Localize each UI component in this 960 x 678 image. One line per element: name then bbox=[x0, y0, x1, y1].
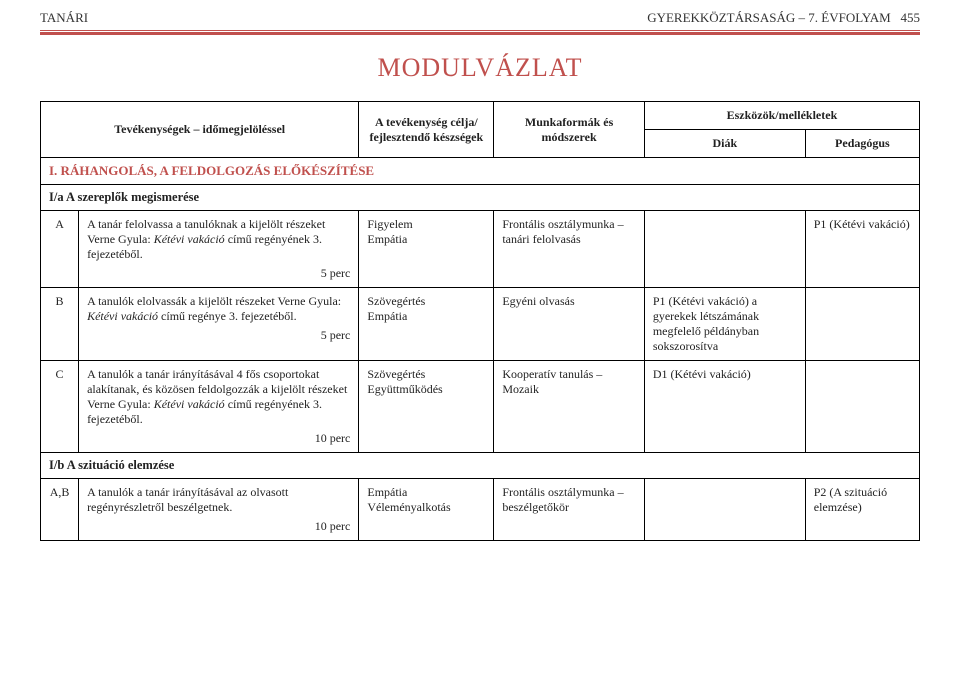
row-teacher bbox=[805, 288, 919, 361]
col-tools-header: Eszközök/mellékletek bbox=[644, 102, 919, 130]
row-teacher bbox=[805, 361, 919, 453]
subsection-row-1b: I/b A szituáció elemzése bbox=[41, 453, 920, 479]
row-time: 10 perc bbox=[87, 519, 350, 534]
row-methods: Kooperatív tanulás – Mozaik bbox=[494, 361, 645, 453]
row-student: D1 (Kétévi vakáció) bbox=[644, 361, 805, 453]
module-table: Tevékenységek – időmegjelöléssel A tevék… bbox=[40, 101, 920, 541]
row-letter: B bbox=[41, 288, 79, 361]
module-table-wrap: Tevékenységek – időmegjelöléssel A tevék… bbox=[0, 101, 960, 541]
col-skills-header: A tevékenység célja/ fejlesztendő készsé… bbox=[359, 102, 494, 158]
table-row-ab: A,B A tanulók a tanár irányításával az o… bbox=[41, 479, 920, 541]
row-letter: A bbox=[41, 211, 79, 288]
col-student-header: Diák bbox=[644, 130, 805, 158]
sub-1b-title: I/b A szituáció elemzése bbox=[41, 453, 920, 479]
table-row-c: C A tanulók a tanár irányításával 4 fős … bbox=[41, 361, 920, 453]
col-teacher-header: Pedagógus bbox=[805, 130, 919, 158]
section-row-1: I. RÁHANGOLÁS, A FELDOLGOZÁS ELŐKÉSZÍTÉS… bbox=[41, 158, 920, 185]
subsection-row-1a: I/a A szereplők megismerése bbox=[41, 185, 920, 211]
header-rule bbox=[40, 30, 920, 35]
row-activity: A tanulók a tanár irányításával 4 fős cs… bbox=[79, 361, 359, 453]
module-title: MODULVÁZLAT bbox=[0, 53, 960, 83]
header-left: TANÁRI bbox=[40, 10, 88, 26]
col-methods-header: Munkaformák és módszerek bbox=[494, 102, 645, 158]
row-skills: Empátia Véleményalkotás bbox=[359, 479, 494, 541]
row-skills: Szövegértés Együttműködés bbox=[359, 361, 494, 453]
row-student bbox=[644, 479, 805, 541]
row-skills: Szövegértés Empátia bbox=[359, 288, 494, 361]
row-skills: Figyelem Empátia bbox=[359, 211, 494, 288]
row-student bbox=[644, 211, 805, 288]
table-row-b: B A tanulók elolvassák a kijelölt részek… bbox=[41, 288, 920, 361]
row-activity: A tanulók elolvassák a kijelölt részeket… bbox=[79, 288, 359, 361]
row-teacher: P2 (A szituáció elemzése) bbox=[805, 479, 919, 541]
col-activity-header: Tevékenységek – időmegjelöléssel bbox=[41, 102, 359, 158]
row-time: 10 perc bbox=[87, 431, 350, 446]
header-right: GYEREKKÖZTÁRSASÁG – 7. ÉVFOLYAM 455 bbox=[647, 10, 920, 26]
row-time: 5 perc bbox=[87, 266, 350, 281]
section-1-title: I. RÁHANGOLÁS, A FELDOLGOZÁS ELŐKÉSZÍTÉS… bbox=[41, 158, 920, 185]
page-header: TANÁRI GYEREKKÖZTÁRSASÁG – 7. ÉVFOLYAM 4… bbox=[0, 0, 960, 30]
row-methods: Frontális osztálymunka – beszélgetőkör bbox=[494, 479, 645, 541]
row-time: 5 perc bbox=[87, 328, 350, 343]
table-row-a: A A tanár felolvassa a tanulóknak a kije… bbox=[41, 211, 920, 288]
row-teacher: P1 (Kétévi vakáció) bbox=[805, 211, 919, 288]
row-methods: Frontális osztálymunka – tanári felolvas… bbox=[494, 211, 645, 288]
row-letter: C bbox=[41, 361, 79, 453]
row-activity: A tanulók a tanár irányításával az olvas… bbox=[79, 479, 359, 541]
row-letter: A,B bbox=[41, 479, 79, 541]
row-student: P1 (Kétévi vakáció) a gyerekek létszámán… bbox=[644, 288, 805, 361]
header-row-1: Tevékenységek – időmegjelöléssel A tevék… bbox=[41, 102, 920, 130]
sub-1a-title: I/a A szereplők megismerése bbox=[41, 185, 920, 211]
row-methods: Egyéni olvasás bbox=[494, 288, 645, 361]
row-activity: A tanár felolvassa a tanulóknak a kijelö… bbox=[79, 211, 359, 288]
